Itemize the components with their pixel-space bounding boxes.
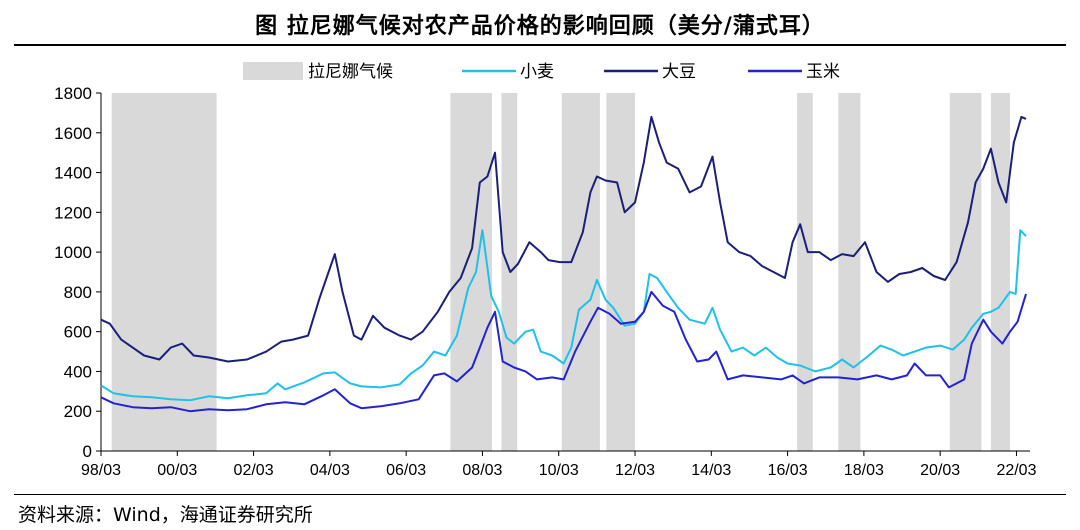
lanina-band	[450, 93, 492, 451]
lanina-band	[606, 93, 636, 451]
legend-label: 玉米	[806, 62, 840, 81]
lanina-band	[561, 93, 600, 451]
chart-legend: 拉尼娜气候 小麦 大豆 玉米	[243, 62, 840, 81]
legend-swatch-lanina	[243, 62, 303, 80]
series-line	[100, 115, 1027, 363]
y-tick-label: 1200	[54, 203, 92, 222]
lanina-band	[949, 93, 982, 451]
y-tick-label: 1000	[54, 243, 92, 262]
y-tick-label: 200	[64, 402, 92, 421]
x-tick-label: 18/03	[844, 462, 884, 479]
y-tick-label: 1800	[54, 84, 92, 103]
x-tick-label: 14/03	[691, 462, 731, 479]
lanina-band	[797, 93, 813, 451]
x-tick-label: 04/03	[310, 462, 350, 479]
legend-label: 小麦	[520, 62, 554, 81]
x-tick-label: 22/03	[996, 462, 1036, 479]
x-tick-label: 02/03	[234, 462, 274, 479]
series-line	[100, 290, 1027, 413]
series-line	[100, 229, 1027, 402]
y-tick-label: 800	[64, 283, 92, 302]
chart-title: 图 拉尼娜气候对农产品价格的影响回顾（美分/蒲式耳）	[255, 14, 825, 39]
source-note: 资料来源：Wind，海通证券研究所	[18, 504, 313, 526]
y-tick-label: 600	[64, 323, 92, 342]
legend-label-lanina: 拉尼娜气候	[308, 62, 393, 81]
y-tick-label: 400	[64, 362, 92, 381]
x-tick-label: 10/03	[539, 462, 579, 479]
legend-label: 大豆	[662, 62, 696, 81]
source-divider	[14, 494, 1066, 495]
title-divider	[14, 44, 1066, 46]
y-tick-label: 1400	[54, 164, 92, 183]
y-tick-label: 1600	[54, 124, 92, 143]
series-lines	[100, 115, 1027, 413]
lanina-band	[111, 93, 217, 451]
y-tick-label: 0	[83, 442, 92, 461]
x-tick-label: 12/03	[615, 462, 655, 479]
x-tick-label: 00/03	[157, 462, 197, 479]
x-tick-label: 08/03	[462, 462, 502, 479]
chart-axes: 0 200 400 600 800 1000 1200 1400 1600 1800 98/03 00…	[54, 84, 1036, 479]
x-tick-label: 06/03	[386, 462, 426, 479]
lanina-band	[990, 93, 1010, 451]
x-tick-label: 20/03	[920, 462, 960, 479]
x-tick-label: 16/03	[768, 462, 808, 479]
x-tick-label: 98/03	[81, 462, 121, 479]
lanina-band	[838, 93, 861, 451]
lanina-bands	[111, 93, 1010, 451]
